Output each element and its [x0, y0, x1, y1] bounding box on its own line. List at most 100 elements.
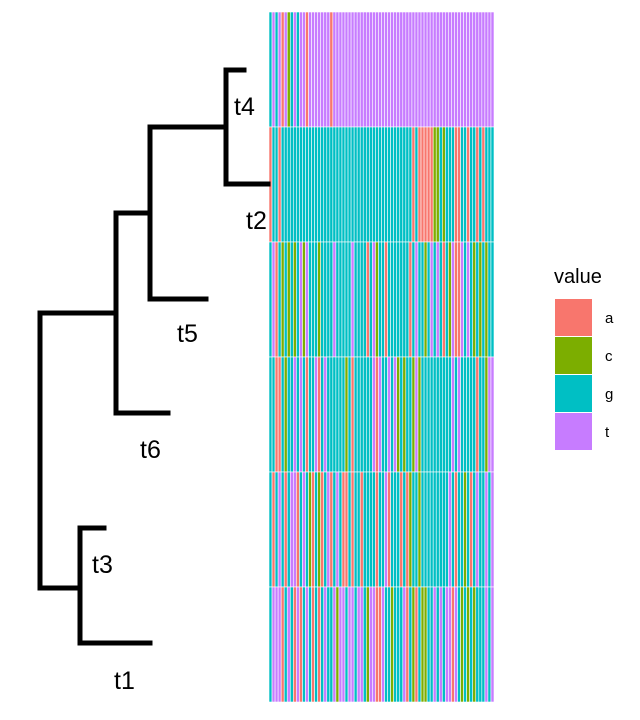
legend-label-a: a: [605, 310, 614, 327]
heatmap-cell: [362, 126, 367, 243]
heatmap-cell: [466, 471, 470, 588]
heatmap-cell: [429, 241, 434, 358]
heatmap-cell: [411, 11, 416, 128]
heatmap-cell: [396, 126, 401, 243]
heatmap-cell: [475, 11, 480, 128]
heatmap-cell: [429, 471, 434, 588]
heatmap-cell: [362, 11, 367, 128]
heatmap-cell: [356, 126, 361, 243]
heatmap-cell: [466, 586, 470, 703]
heatmap-cell: [344, 241, 349, 358]
heatmap-cell: [268, 356, 273, 473]
heatmap-cell: [426, 356, 431, 473]
heatmap-cell: [435, 356, 440, 473]
heatmap-cell: [469, 241, 474, 358]
heatmap-cell: [299, 126, 303, 243]
tip-label-t2: t2: [246, 207, 267, 235]
heatmap-cell: [365, 356, 370, 473]
tip-labels: t4 t2 t5 t6 t3 t1: [92, 93, 267, 695]
heatmap-cell: [454, 471, 458, 588]
heatmap-cell: [423, 126, 428, 243]
heatmap-cell: [362, 356, 367, 473]
heatmap-cell: [490, 241, 495, 358]
heatmap-cell: [323, 586, 328, 703]
heatmap-cell: [347, 241, 352, 358]
heatmap-cell: [353, 471, 358, 588]
heatmap-cell: [420, 11, 425, 128]
heatmap-cell: [356, 586, 361, 703]
heatmap-cell: [332, 126, 337, 243]
tip-label-t4: t4: [234, 93, 255, 121]
heatmap-cell: [274, 126, 279, 243]
heatmap-cell: [347, 586, 352, 703]
heatmap-cell: [384, 241, 388, 358]
heatmap-cell: [372, 356, 376, 473]
heatmap-cell: [268, 241, 273, 358]
heatmap-cell: [384, 126, 388, 243]
heatmap-cell: [286, 586, 291, 703]
heatmap-cell: [478, 11, 483, 128]
heatmap-cell: [308, 471, 312, 588]
heatmap-cell: [399, 586, 404, 703]
heatmap-cell: [387, 586, 391, 703]
heatmap-cell: [317, 11, 321, 128]
heatmap-cell: [326, 241, 331, 358]
heatmap-cell: [359, 126, 364, 243]
heatmap-cell: [387, 471, 391, 588]
heatmap-cell: [338, 241, 343, 358]
heatmap-cell: [405, 241, 410, 358]
heatmap-cell: [326, 126, 331, 243]
heatmap-row-t5: [268, 241, 495, 358]
heatmap-cell: [408, 11, 413, 128]
heatmap-cell: [472, 471, 477, 588]
heatmap-cell: [375, 471, 379, 588]
heatmap-cell: [302, 471, 306, 588]
heatmap-cell: [445, 241, 449, 358]
heatmap-cell: [463, 586, 467, 703]
heatmap-cell: [484, 586, 489, 703]
heatmap-cell: [469, 356, 474, 473]
heatmap-cell: [365, 126, 370, 243]
heatmap-cell: [286, 11, 291, 128]
heatmap-cell: [423, 241, 428, 358]
heatmap-cell: [308, 586, 312, 703]
heatmap-cell: [289, 586, 294, 703]
heatmap-cell: [280, 471, 285, 588]
heatmap-cell: [484, 356, 489, 473]
heatmap-cell: [326, 11, 331, 128]
heatmap-cell: [350, 241, 355, 358]
heatmap-cell: [365, 11, 370, 128]
heatmap-cell: [378, 126, 382, 243]
heatmap-cell: [451, 241, 455, 358]
heatmap-cell: [432, 241, 437, 358]
heatmap-cell: [460, 11, 464, 128]
heatmap-cell: [344, 11, 349, 128]
heatmap-cell: [299, 11, 303, 128]
heatmap-cell: [372, 126, 376, 243]
heatmap-cell: [362, 471, 367, 588]
heatmap-cell: [472, 126, 477, 243]
heatmap-cell: [435, 11, 440, 128]
heatmap-cell: [460, 586, 464, 703]
heatmap-cell: [326, 471, 331, 588]
heatmap-cell: [268, 471, 273, 588]
heatmap-cell: [445, 586, 449, 703]
heatmap-cell: [335, 356, 340, 473]
heatmap-cell: [323, 241, 328, 358]
heatmap-cell: [423, 11, 428, 128]
heatmap-cell: [305, 356, 309, 473]
heatmap-cell: [280, 356, 285, 473]
heatmap-cell: [487, 586, 492, 703]
heatmap-cell: [454, 11, 458, 128]
heatmap-cell: [296, 356, 300, 473]
heatmap-cell: [280, 586, 285, 703]
heatmap-cell: [369, 126, 373, 243]
heatmap-cell: [432, 586, 437, 703]
heatmap-cell: [478, 126, 483, 243]
heatmap-cell: [435, 586, 440, 703]
heatmap-cell: [469, 126, 474, 243]
heatmap-cell: [341, 471, 346, 588]
heatmap-cell: [335, 11, 340, 128]
heatmap-cell: [454, 586, 458, 703]
heatmap-cell: [460, 471, 464, 588]
